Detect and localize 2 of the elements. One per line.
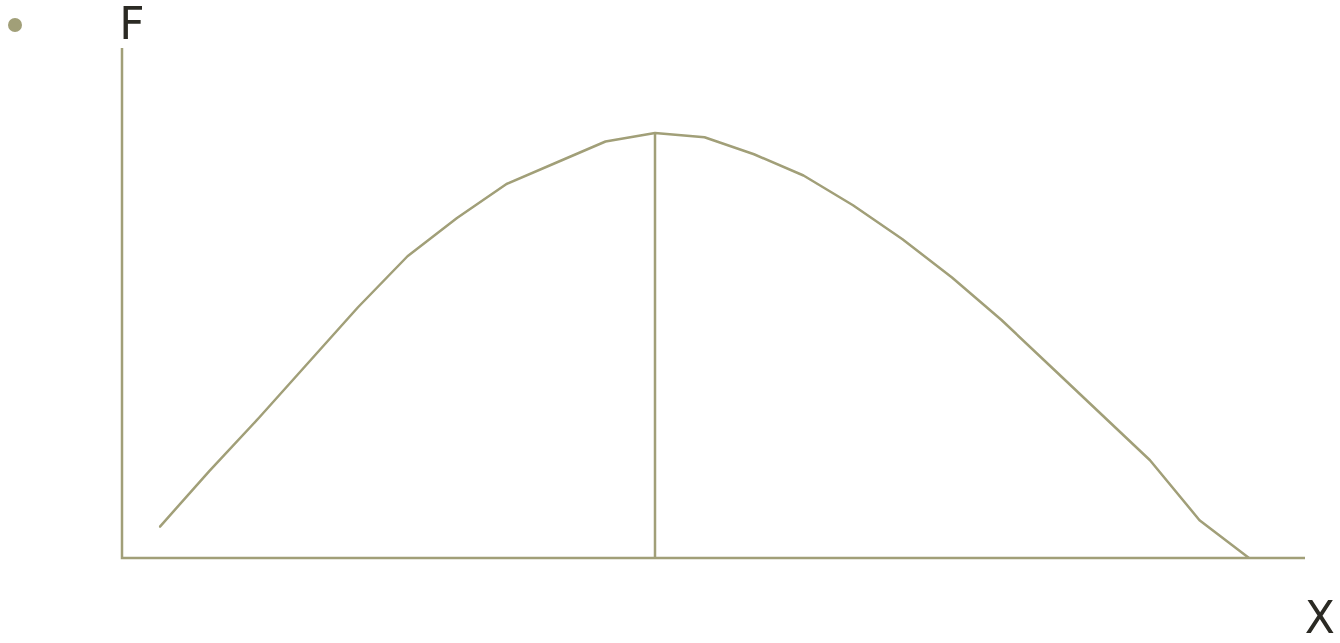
y-axis-title: F	[119, 0, 145, 50]
x-axis-title: X	[1304, 592, 1335, 643]
